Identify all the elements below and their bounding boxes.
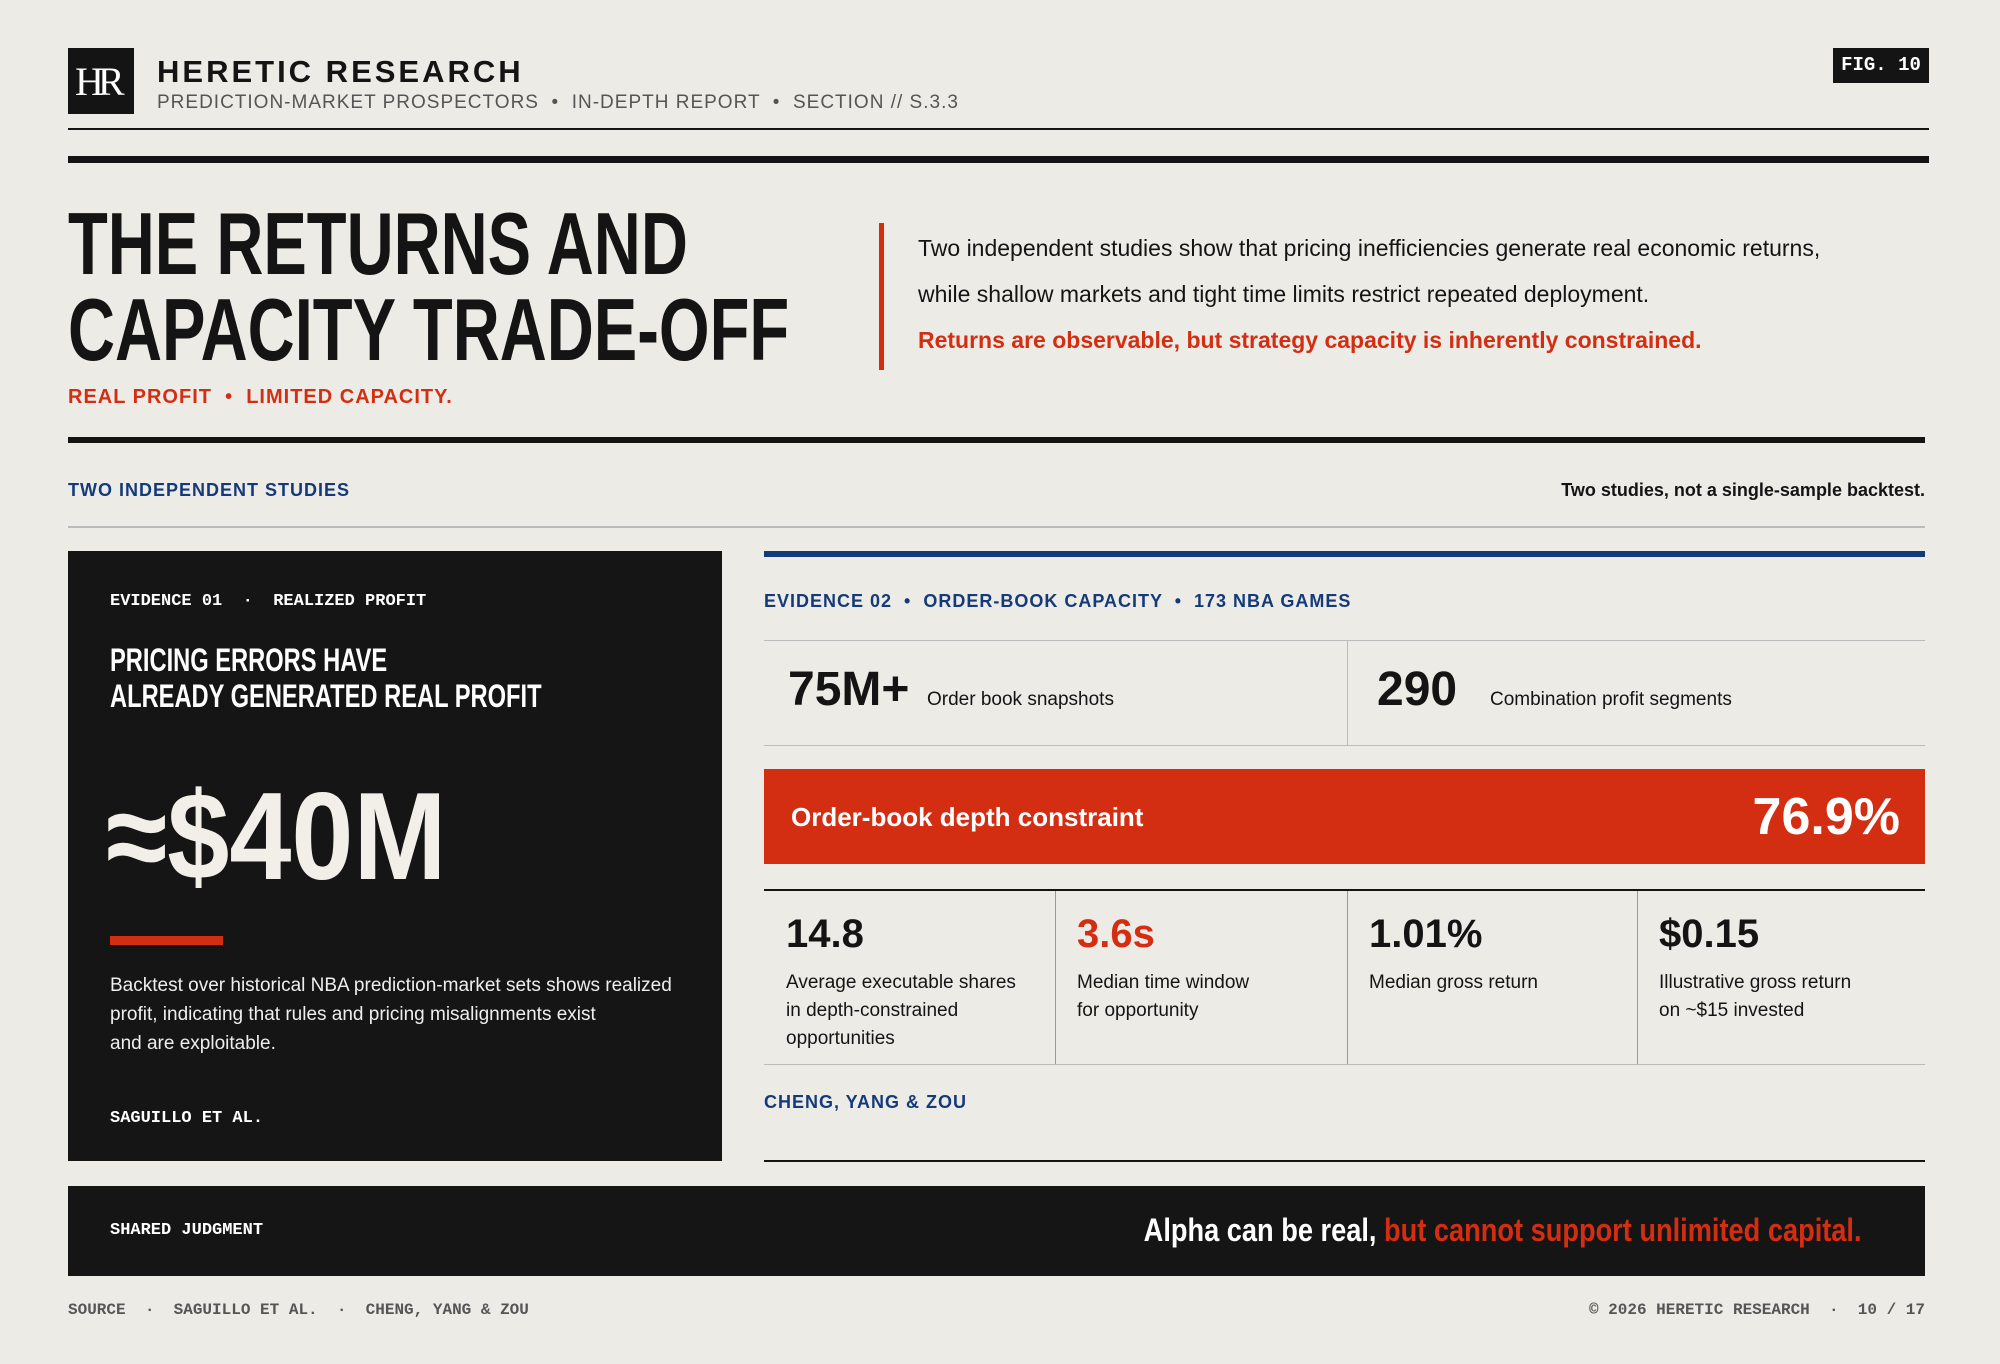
divider xyxy=(764,889,1925,891)
title: CAPACITY TRADE-OFF xyxy=(68,280,790,379)
divider xyxy=(764,1064,1925,1065)
stat-value: 75M+ xyxy=(788,663,910,716)
cell-label: on ~$15 invested xyxy=(1659,1000,1805,1021)
stat-label: Combination profit segments xyxy=(1490,689,1732,710)
cell-label: in depth-constrained xyxy=(786,1000,959,1021)
evidence-kicker: EVIDENCE 02 • ORDER-BOOK CAPACITY • 173 … xyxy=(764,591,1352,611)
judgment-bar xyxy=(68,1186,1925,1276)
divider xyxy=(764,551,1925,557)
divider xyxy=(68,128,1929,130)
header-subtitle: PREDICTION-MARKET PROSPECTORS • IN-DEPTH… xyxy=(157,92,959,113)
cell-label: for opportunity xyxy=(1077,1000,1199,1021)
evidence-heading: ALREADY GENERATED REAL PROFIT xyxy=(110,678,542,714)
evidence-body: profit, indicating that rules and pricin… xyxy=(110,1004,596,1025)
footer-source: SOURCE · SAGUILLO ET AL. · CHENG, YANG &… xyxy=(68,1301,529,1319)
divider xyxy=(68,156,1929,163)
cell-label: opportunities xyxy=(786,1028,895,1049)
divider xyxy=(68,437,1925,443)
stat-value: 290 xyxy=(1377,663,1458,716)
evidence-kicker: EVIDENCE 01 · REALIZED PROFIT xyxy=(110,592,427,611)
divider xyxy=(764,745,1925,746)
stat-label: Order book snapshots xyxy=(927,689,1114,710)
evidence-figure: ≈$40M xyxy=(106,768,447,906)
statement: Alpha can be real, xyxy=(1144,1212,1385,1248)
accent-bar xyxy=(879,223,884,370)
cell-label: Median time window xyxy=(1077,972,1250,993)
constraint-value: 76.9% xyxy=(1752,788,1900,846)
divider xyxy=(1055,891,1056,1064)
summary: Two independent studies show that pricin… xyxy=(918,235,1821,261)
logo-text: HR xyxy=(75,59,125,104)
cell-label: Median gross return xyxy=(1369,972,1538,993)
divider xyxy=(1347,891,1348,1064)
title: THE RETURNS AND xyxy=(68,194,688,293)
evidence-body: and are exploitable. xyxy=(110,1033,276,1054)
cell-value: 14.8 xyxy=(786,912,864,956)
constraint-label: Order-book depth constraint xyxy=(791,802,1144,832)
divider xyxy=(764,640,1925,641)
footer-credit: © 2026 HERETIC RESEARCH · 10 / 17 xyxy=(1588,1301,1925,1319)
summary-emphasis: Returns are observable, but strategy cap… xyxy=(918,327,1702,353)
logo xyxy=(68,48,134,114)
cell-value: $0.15 xyxy=(1659,912,1760,956)
accent-bar xyxy=(110,936,223,945)
tagline: REAL PROFIT • LIMITED CAPACITY. xyxy=(68,386,453,408)
cell-label: Illustrative gross return xyxy=(1659,972,1852,993)
statement-emphasis: but cannot support unlimited capital. xyxy=(1384,1212,1862,1248)
fig-label: FIG. 10 xyxy=(1833,48,1929,83)
section-note: Two studies, not a single-sample backtes… xyxy=(1561,480,1925,500)
judgment-statement: Alpha can be real, but cannot support un… xyxy=(1144,1214,1862,1246)
divider xyxy=(68,526,1925,528)
evidence-source: CHENG, YANG & ZOU xyxy=(764,1092,968,1112)
cell-label: Average executable shares xyxy=(786,972,1016,993)
section-label: TWO INDEPENDENT STUDIES xyxy=(68,480,351,500)
evidence-heading: PRICING ERRORS HAVE xyxy=(110,642,388,678)
cell-value: 3.6s xyxy=(1077,912,1155,956)
brand: HERETIC RESEARCH xyxy=(157,54,524,89)
evidence-body: Backtest over historical NBA prediction-… xyxy=(110,975,672,996)
judgment-label: SHARED JUDGMENT xyxy=(110,1221,264,1240)
divider xyxy=(1637,891,1638,1064)
divider xyxy=(764,1160,1925,1162)
evidence-source: SAGUILLO ET AL. xyxy=(110,1109,264,1128)
divider xyxy=(1347,640,1348,745)
evidence-panel xyxy=(68,551,722,1161)
cell-value: 1.01% xyxy=(1369,912,1483,956)
constraint-bar xyxy=(764,769,1925,864)
summary: while shallow markets and tight time lim… xyxy=(918,281,1650,307)
